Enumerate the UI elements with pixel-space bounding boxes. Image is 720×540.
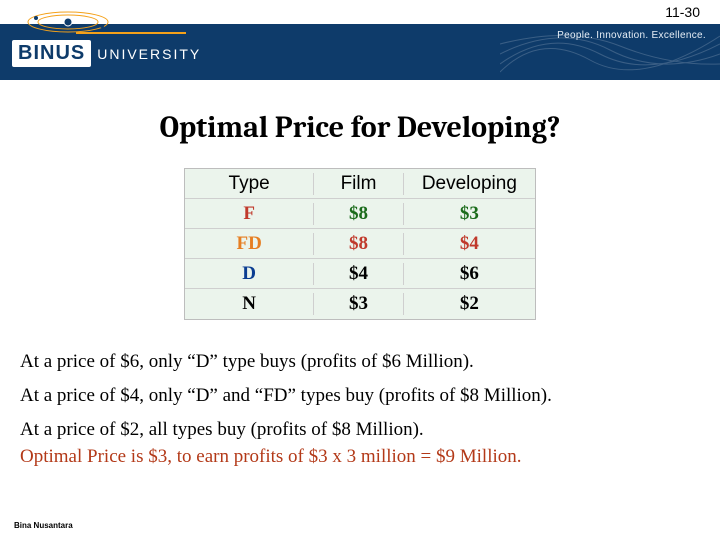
page-number: 11-30 <box>665 4 700 20</box>
table-row: FD $8 $4 <box>185 229 535 259</box>
table-row: D $4 $6 <box>185 259 535 289</box>
logo-brand: BINUS <box>12 40 91 67</box>
analysis-line: At a price of $6, only “D” type buys (pr… <box>20 350 700 374</box>
tagline: People. Innovation. Excellence. <box>557 30 706 41</box>
col-header-dev: Developing <box>404 173 535 195</box>
cell-type: FD <box>185 233 314 255</box>
cell-type: F <box>185 203 314 225</box>
cell-film: $8 <box>314 233 403 255</box>
table-row: F $8 $3 <box>185 199 535 229</box>
analysis-block: At a price of $6, only “D” type buys (pr… <box>20 350 700 479</box>
footer-brand: Bina Nusantara <box>14 521 73 530</box>
slide: 11-30 People. Innovation. Excellence. BI… <box>0 0 720 540</box>
cell-dev: $6 <box>404 263 535 285</box>
col-header-film: Film <box>314 173 403 195</box>
cell-film: $8 <box>314 203 403 225</box>
slide-title: Optimal Price for Developing? <box>0 110 720 145</box>
cell-film: $4 <box>314 263 403 285</box>
logo: BINUS UNIVERSITY <box>8 4 248 80</box>
analysis-conclusion: Optimal Price is $3, to earn profits of … <box>20 445 700 469</box>
pricing-table: Type Film Developing F $8 $3 FD $8 $4 D … <box>184 168 536 320</box>
cell-film: $3 <box>314 293 403 315</box>
logo-sub: UNIVERSITY <box>97 46 201 62</box>
table-row: N $3 $2 <box>185 289 535 319</box>
analysis-line: At a price of $2, all types buy (profits… <box>20 418 700 442</box>
cell-dev: $3 <box>404 203 535 225</box>
cell-dev: $4 <box>404 233 535 255</box>
cell-type: N <box>185 293 314 315</box>
col-header-type: Type <box>185 173 314 195</box>
cell-type: D <box>185 263 314 285</box>
cell-dev: $2 <box>404 293 535 315</box>
table-header-row: Type Film Developing <box>185 169 535 199</box>
analysis-line: At a price of $4, only “D” and “FD” type… <box>20 384 700 408</box>
